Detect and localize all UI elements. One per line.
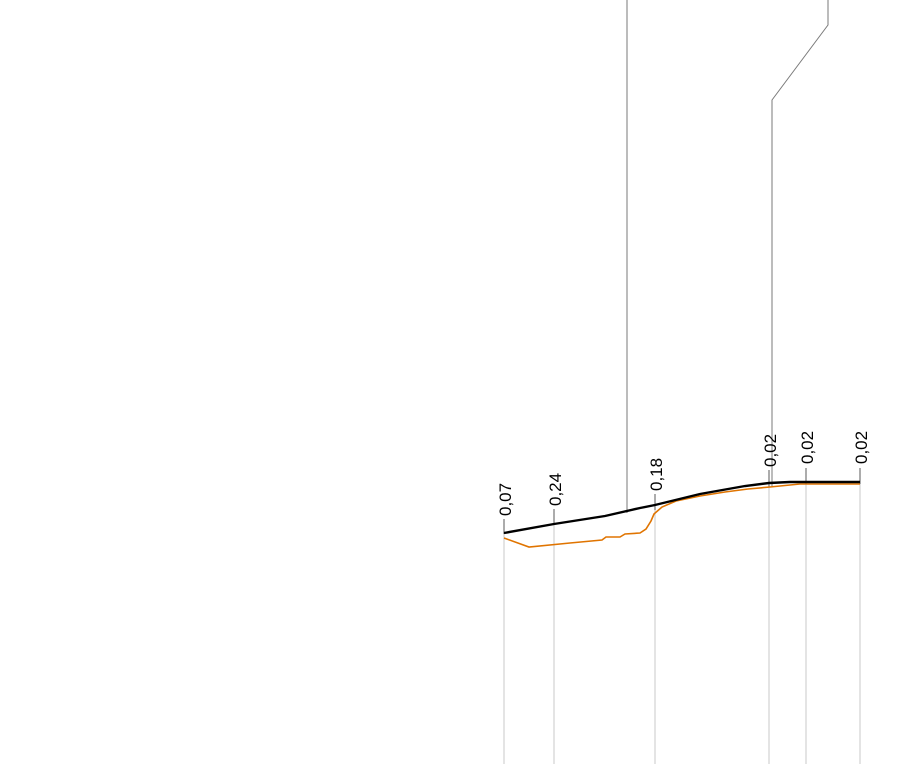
station-labels: 0,07 0,24 0,18 0,02 0,02 0,02 <box>496 431 871 516</box>
station-label: 0,02 <box>761 434 780 467</box>
station-label: 0,24 <box>546 473 565 506</box>
design-surface-line <box>503 480 860 535</box>
existing-ground-line <box>503 483 860 548</box>
structure-outline <box>626 0 829 513</box>
station-lines <box>503 483 861 764</box>
structure-wall-right <box>771 0 829 487</box>
station-label: 0,02 <box>852 431 871 464</box>
station-label: 0,18 <box>647 458 666 491</box>
station-label: 0,02 <box>798 431 817 464</box>
station-label: 0,07 <box>496 483 515 516</box>
